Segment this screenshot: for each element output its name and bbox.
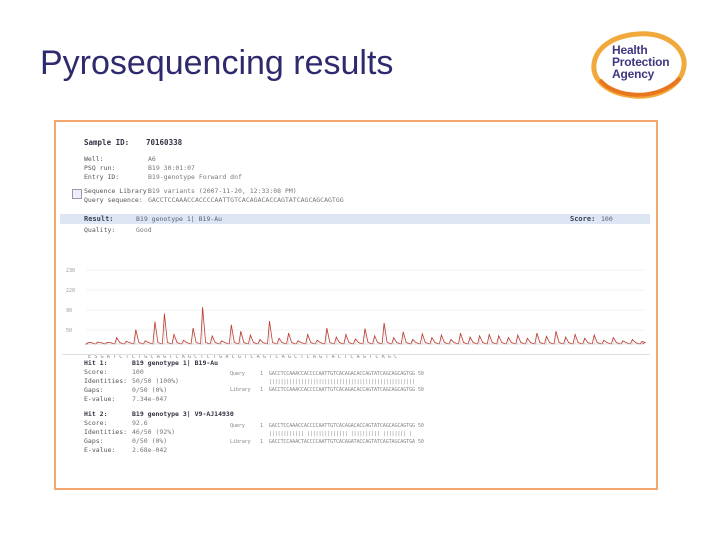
hit1-evalue-label: E-value: — [84, 395, 116, 403]
well-value: A6 — [148, 155, 156, 163]
hit1-query-label: Query — [230, 371, 245, 377]
hit2-gaps-value: 0/50 (0%) — [132, 437, 168, 445]
hit2-label: Hit 2: — [84, 410, 108, 418]
hit-separator — [62, 354, 650, 355]
logo-line-3: Agency — [612, 67, 655, 81]
sample-id-label: Sample ID: — [84, 138, 130, 147]
sequence-library-value: B19 variants (2007-11-20, 12:33:08 PM) — [148, 187, 297, 195]
y-tick-label: 50 — [66, 328, 72, 334]
chart-gridlines — [86, 269, 644, 331]
hpa-logo: Health Protection Agency — [586, 28, 690, 102]
psq-run-value: B19 30:01:07 — [148, 164, 195, 172]
hit1-gaps-label: Gaps: — [84, 386, 104, 394]
y-tick-label: 230 — [66, 268, 75, 274]
hit1-library-seq: 1 GACCTCCAAACCACCCCAATTGTCACAGACACCAGTAT… — [260, 387, 424, 393]
hit2-score-value: 92.6 — [132, 419, 148, 427]
hit2-evalue-label: E-value: — [84, 446, 116, 454]
y-tick-label: 220 — [66, 288, 75, 294]
result-value: B19 genotype 1| B19-Au — [136, 215, 223, 223]
score-value: 100 — [601, 215, 613, 223]
sample-id-value: 70160338 — [146, 138, 183, 147]
query-sequence-label: Query sequence: — [84, 196, 143, 204]
result-bar — [60, 214, 650, 224]
dispensation-order: E S G A T C T C T G C A G T C A G C T C … — [88, 354, 397, 360]
logo-swoosh-icon — [591, 31, 687, 99]
score-label: Score: — [570, 215, 596, 223]
hit1-query-seq: 1 GACCTCCAAACCACCCCAATTGTCACAGACACCAGTAT… — [260, 371, 424, 377]
quality-label: Quality: — [84, 226, 116, 234]
hit2-gaps-label: Gaps: — [84, 437, 104, 445]
slide-title: Pyrosequencing results — [40, 44, 394, 82]
result-label: Result: — [84, 215, 114, 223]
entry-id-label: Entry ID: — [84, 173, 120, 181]
logo-text: Health Protection Agency — [612, 43, 670, 81]
hit1-identities-label: Identities: — [84, 377, 128, 385]
hit2-identities-label: Identities: — [84, 428, 128, 436]
hit1-score-value: 100 — [132, 368, 144, 376]
psq-run-label: PSQ run: — [84, 164, 116, 172]
logo-line-2: Protection — [612, 55, 670, 69]
pyrogram-trace — [84, 307, 647, 345]
hit2-library-seq: 1 GACCTCCAAACTACCCCAATTGTCACAGATACCAGTAT… — [260, 439, 424, 445]
sequence-library-label: Sequence Library: — [84, 187, 151, 195]
well-label: Well: — [84, 155, 104, 163]
quality-value: Good — [136, 226, 152, 234]
hit2-match-line: |||||||||||| |||||||||||||| |||||||||| |… — [260, 431, 413, 437]
y-tick-label: 90 — [66, 308, 72, 314]
query-sequence-value: GACCTCCAAACCACCCCAATTGTCACAGACACCAGTATCA… — [148, 196, 344, 204]
y-tick-labels: 230 220 90 50 — [66, 268, 75, 334]
hit2-evalue-value: 2.68e-042 — [132, 446, 168, 454]
pyrogram-chart: 230 220 90 50 E S G A T C T C T G C A G T C… — [66, 268, 647, 360]
hit2-title[interactable]: B19 genotype 3| V9-AJ14930 — [132, 410, 234, 418]
entry-id-value: B19-genotype Forward dnf — [148, 173, 242, 181]
hit1-match-line: ||||||||||||||||||||||||||||||||||||||||… — [260, 379, 415, 385]
hit2-query-label: Query — [230, 423, 245, 429]
hit1-label: Hit 1: — [84, 359, 108, 367]
hit1-title[interactable]: B19 genotype 1| B19-Au — [132, 359, 219, 367]
hit2-query-seq: 1 GACCTCCAAACCACCCCAATTGTCACAGACACCAGTAT… — [260, 423, 424, 429]
logo-line-1: Health — [612, 43, 648, 57]
hit2-library-label: Library — [230, 439, 251, 445]
pyrosequencing-report: Sample ID: 70160338 Well: A6 PSQ run: B1… — [54, 120, 658, 490]
hit2-score-label: Score: — [84, 419, 108, 427]
sequence-library-icon[interactable] — [72, 189, 82, 199]
hit1-identities-value: 50/50 (100%) — [132, 377, 179, 385]
hit1-evalue-value: 7.34e-047 — [132, 395, 168, 403]
hit1-library-label: Library — [230, 387, 251, 393]
hit1-gaps-value: 0/50 (0%) — [132, 386, 168, 394]
hit2-identities-value: 46/50 (92%) — [132, 428, 176, 436]
hit1-score-label: Score: — [84, 368, 108, 376]
